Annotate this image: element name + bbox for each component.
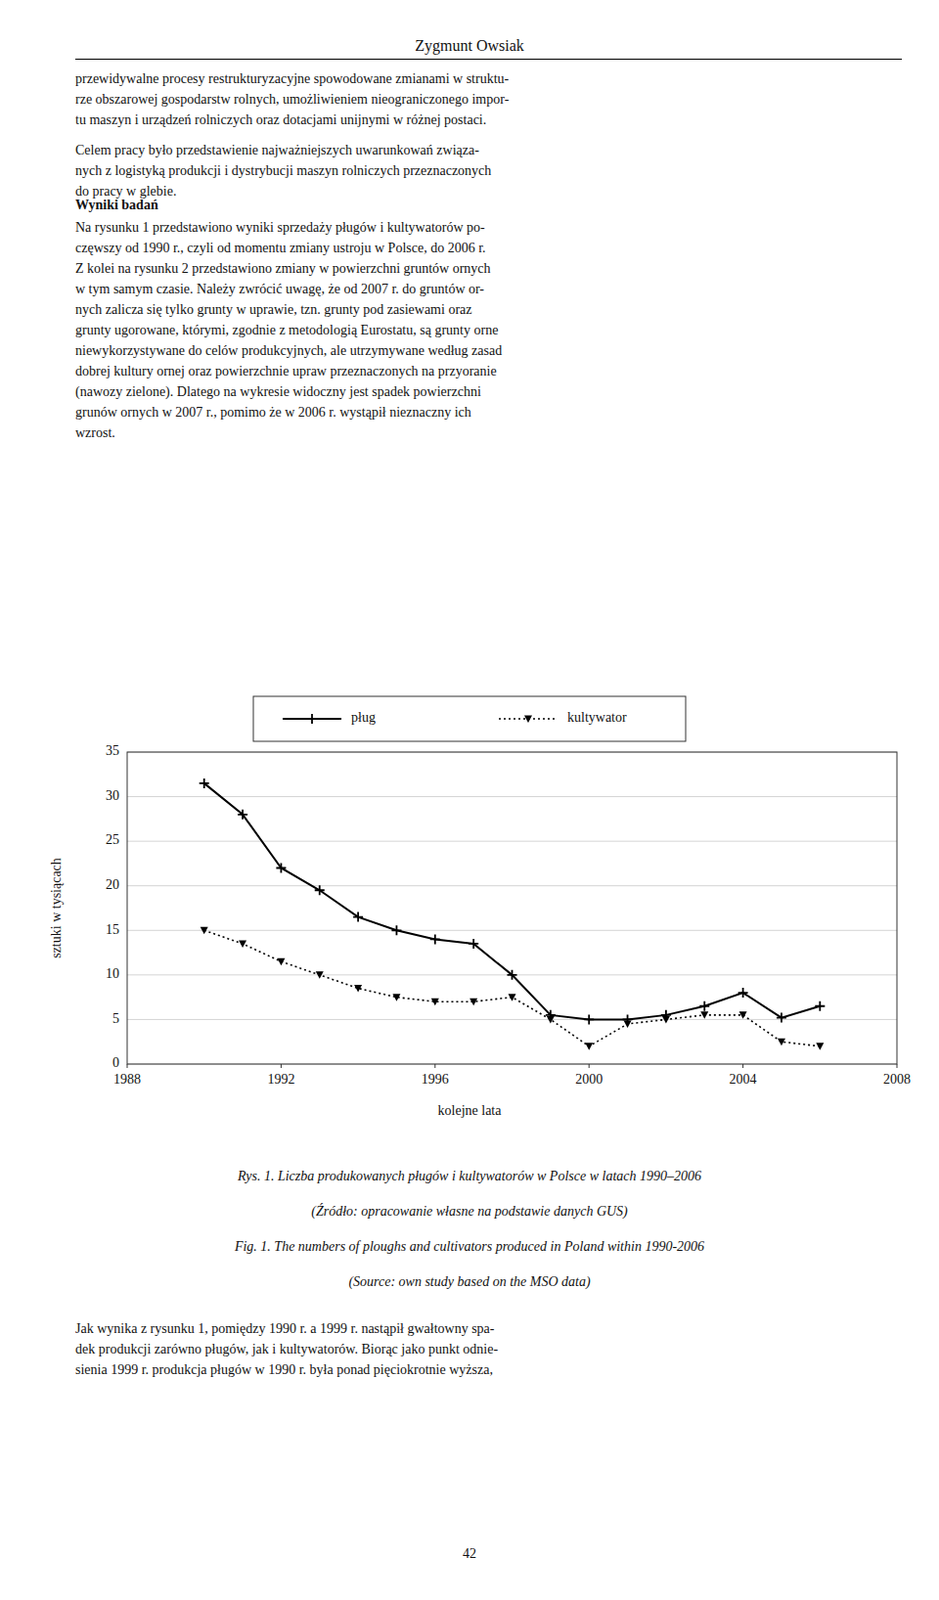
x-tick (280, 1064, 282, 1069)
point-marker (353, 912, 363, 923)
grid-line (127, 974, 897, 976)
point-marker (508, 993, 517, 1002)
grid-line (127, 885, 897, 887)
point-marker (583, 1014, 594, 1025)
point-marker (392, 993, 401, 1002)
point-marker (814, 1001, 825, 1012)
y-tick-label: 30 (105, 788, 120, 804)
legend-marker (524, 715, 533, 724)
legend-label: pług (351, 710, 376, 725)
point-marker (199, 778, 210, 789)
chart: 0 5 10 15 20 25 30 35 1988 1992 1996 2000 2004 2008 sz… (0, 0, 939, 1600)
point-marker (700, 1011, 709, 1020)
grid-line (127, 796, 897, 798)
point-marker (584, 1042, 593, 1051)
plot-frame (127, 752, 897, 1065)
x-tick-label: 2000 (575, 1072, 603, 1087)
point-marker (662, 1016, 671, 1025)
point-marker (507, 970, 518, 981)
y-tick-label: 15 (105, 922, 120, 938)
y-tick-label: 0 (112, 1055, 120, 1071)
paragraph: Celem pracy było przedstawienie najważni… (75, 139, 492, 202)
point-marker (237, 809, 248, 820)
point-marker (200, 927, 209, 936)
legend-line (498, 717, 558, 720)
y-tick-label: 25 (105, 832, 120, 848)
caption: Rys. 1. Liczba produkowanych pługów i ku… (0, 1165, 939, 1187)
x-axis-label: kolejne lata (438, 1103, 503, 1118)
plot-area (199, 778, 826, 1051)
x-tick-label: 1988 (113, 1072, 141, 1087)
point-marker (776, 1013, 787, 1024)
x-tick (127, 1064, 129, 1069)
grid-line (127, 1019, 897, 1021)
point-marker (777, 1038, 786, 1047)
page-title: Zygmunt Owsiak (0, 35, 939, 56)
legend-marker (307, 714, 317, 724)
x-tick (896, 1064, 898, 1069)
section-header: Wyniki badań (75, 194, 159, 216)
legend-line (282, 717, 342, 720)
series-line (204, 783, 821, 1021)
x-tick (588, 1064, 590, 1069)
grid-line (127, 1064, 897, 1066)
x-tick-label: 2008 (883, 1072, 911, 1087)
point-marker (739, 1011, 748, 1020)
y-tick-label: 5 (112, 1011, 120, 1027)
caption: (Source: own study based on the MSO data… (0, 1271, 939, 1293)
point-marker (546, 1016, 555, 1025)
x-tick-label: 1996 (421, 1072, 449, 1087)
x-tick-label: 1992 (267, 1072, 295, 1087)
point-marker (238, 939, 247, 948)
y-axis-label: sztuki w tysiącach (48, 857, 64, 959)
grid-line (127, 752, 897, 754)
y-tick-label: 10 (105, 966, 120, 982)
point-marker (738, 987, 749, 998)
caption: Fig. 1. The numbers of ploughs and culti… (0, 1236, 939, 1257)
grid-line (127, 930, 897, 932)
caption: (Źródło: opracowanie własne na podstawie… (0, 1201, 939, 1222)
paragraph: Na rysunku 1 przedstawiono wyniki sprzed… (75, 217, 502, 444)
x-tick (434, 1064, 436, 1069)
legend-label: kultywator (567, 710, 627, 725)
point-marker (276, 958, 285, 967)
series-line (204, 930, 821, 1046)
point-marker (430, 934, 441, 944)
legend-box (253, 696, 686, 742)
point-marker (354, 984, 362, 993)
point-marker (391, 925, 402, 936)
point-marker (275, 862, 286, 873)
legend: pług kultywator (253, 696, 686, 742)
point-marker (699, 1001, 710, 1012)
page-number: 42 (0, 1543, 939, 1565)
x-tick (742, 1064, 744, 1069)
point-marker (815, 1042, 824, 1051)
footer-text: Jak wynika z rysunku 1, pomiędzy 1990 r.… (75, 1318, 498, 1381)
point-marker (624, 1020, 632, 1029)
point-marker (661, 1010, 671, 1021)
point-marker (431, 998, 440, 1006)
x-tick-label: 2004 (729, 1072, 758, 1087)
paragraph: przewidywalne procesy restrukturyzacyjne… (75, 68, 509, 131)
y-tick-label: 35 (105, 743, 120, 759)
point-marker (314, 885, 325, 895)
title-rule (75, 58, 902, 60)
point-marker (623, 1014, 633, 1025)
grid-line (127, 841, 897, 843)
y-tick-label: 20 (105, 877, 120, 893)
point-marker (469, 998, 478, 1006)
point-marker (315, 971, 324, 980)
point-marker (545, 1010, 556, 1021)
point-marker (468, 939, 479, 949)
